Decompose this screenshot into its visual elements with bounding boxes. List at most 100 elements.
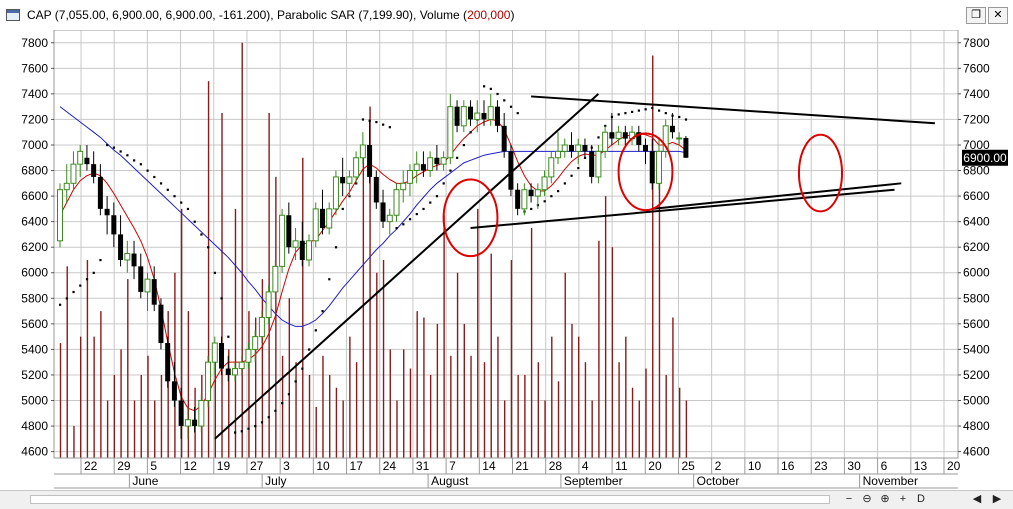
sar-point	[247, 427, 250, 430]
candle-body-up	[279, 214, 286, 267]
x-tick-label: 23	[814, 459, 828, 473]
month-label: November	[863, 474, 918, 488]
sar-point	[274, 409, 277, 412]
sar-point	[631, 110, 634, 113]
candle-body-down	[178, 400, 184, 427]
candle-body-up	[400, 182, 407, 191]
candle-body-down	[151, 279, 157, 305]
y-tick-label-left: 6200	[21, 240, 48, 254]
candle-body-up	[292, 240, 299, 248]
x-tick-label: 6	[881, 459, 888, 473]
sar-point	[153, 175, 156, 179]
y-tick-label-left: 6600	[21, 189, 48, 203]
x-tick-label: 3	[283, 459, 290, 473]
grid	[54, 30, 958, 458]
candle-body-up	[386, 214, 393, 223]
candle-body-up	[474, 112, 481, 120]
y-tick-label-right: 6800	[963, 164, 990, 178]
candle-body-up	[440, 157, 447, 165]
scroll-right-button[interactable]: ▶	[992, 493, 1002, 505]
sar-point	[348, 195, 351, 198]
sar-point	[180, 201, 183, 204]
x-tick-label: 28	[549, 459, 563, 473]
month-label: October	[697, 474, 740, 488]
candle-body-up	[306, 240, 313, 261]
sar-point	[388, 126, 391, 129]
sar-point	[361, 118, 365, 121]
sar-point	[79, 284, 82, 287]
chart-background	[0, 30, 1013, 490]
candle-body-up	[555, 150, 562, 159]
candle-body-up	[615, 131, 622, 140]
sar-point	[577, 166, 580, 170]
candle-body-down	[319, 208, 325, 229]
sar-point	[85, 278, 89, 281]
sar-point	[193, 220, 196, 223]
x-tick-label: 10	[316, 459, 330, 473]
candle-body-up	[57, 189, 63, 242]
candle-body-up	[561, 144, 568, 152]
candle-body-up	[359, 144, 366, 159]
scroll-track[interactable]	[30, 495, 830, 504]
candle-body-down	[367, 144, 373, 177]
candle-body-down	[111, 215, 117, 235]
sar-point	[657, 109, 661, 112]
sar-point	[395, 227, 398, 230]
sar-point	[550, 195, 553, 198]
candle-body-down	[91, 164, 97, 177]
y-tick-label-right: 6200	[963, 240, 990, 254]
x-tick-label: 29	[117, 459, 131, 473]
sar-point	[99, 258, 102, 262]
sar-point	[106, 143, 109, 147]
x-tick-label: 19	[217, 459, 231, 473]
candle-body-down	[104, 208, 110, 216]
sar-point	[334, 246, 338, 249]
zoom-in-small-button[interactable]: +	[899, 493, 907, 505]
close-window-button[interactable]: ✕	[988, 7, 1008, 24]
candle-body-up	[184, 419, 191, 427]
candle-body-down	[454, 106, 460, 126]
sar-point	[213, 271, 216, 274]
period-daily-button[interactable]: D	[917, 493, 925, 505]
scroll-left-button[interactable]: ◀	[972, 493, 982, 505]
candle-body-down	[528, 189, 534, 197]
price-chart[interactable]: 7800 7800 7600 7600 7400 7400 7200 7200 7000 7000…	[0, 30, 1013, 490]
y-tick-label-left: 7400	[21, 87, 48, 101]
chart-scrollbar[interactable]: − ⊖ ⊕ + D ◀ ▶	[0, 490, 1013, 509]
candle-body-down	[118, 234, 124, 260]
candle-body-up	[460, 106, 467, 127]
candle-body-up	[198, 400, 205, 427]
x-tick-label: 10	[748, 459, 762, 473]
highlight-circle	[617, 132, 674, 212]
sar-point	[233, 431, 237, 434]
zoom-out-small-button[interactable]: −	[845, 493, 853, 505]
candle-body-down	[219, 343, 225, 369]
y-tick-label-right: 5400	[963, 342, 990, 356]
candle-body-up	[353, 157, 360, 178]
candle-body-down	[568, 144, 574, 152]
sar-point	[435, 195, 439, 198]
sar-point	[166, 188, 169, 191]
candle-body-down	[649, 151, 655, 184]
zoom-in-button[interactable]: ⊕	[880, 493, 890, 505]
restore-window-button[interactable]: ❐	[966, 7, 986, 24]
title-prefix: CAP (7,055.00, 6,900.00, 6,900.00, -161.…	[27, 8, 468, 22]
sar-point	[59, 303, 62, 306]
candle-body-up	[427, 157, 434, 172]
candle-body-down	[373, 176, 379, 203]
sar-point	[583, 156, 587, 159]
sar-point	[355, 182, 358, 185]
sar-point	[597, 136, 600, 139]
y-tick-label-right: 5600	[963, 317, 990, 331]
candle-body-up	[676, 137, 683, 140]
y-tick-label-left: 6000	[21, 266, 48, 280]
sar-point	[482, 85, 486, 88]
window-icon	[6, 9, 20, 21]
zoom-out-button[interactable]: ⊖	[862, 493, 872, 505]
candle-body-down	[622, 132, 628, 139]
window-titlebar: CAP (7,055.00, 6,900.00, 6,900.00, -161.…	[0, 0, 1013, 31]
candles	[57, 93, 689, 439]
x-tick-label: 2	[715, 459, 722, 473]
x-tick-label: 30	[847, 459, 861, 473]
y-tick-label-right: 6400	[963, 215, 990, 229]
